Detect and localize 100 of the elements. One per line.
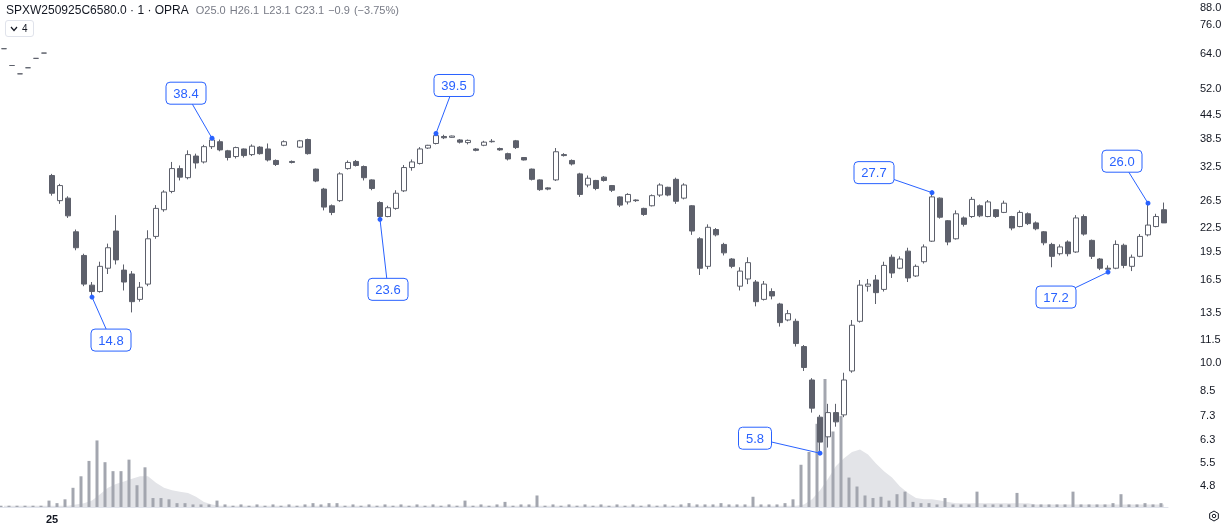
bar xyxy=(1087,504,1091,507)
bar xyxy=(383,504,387,507)
bar xyxy=(135,485,139,507)
candlestick xyxy=(865,278,871,293)
y-tick-label: 32.5 xyxy=(1200,160,1222,172)
candlestick xyxy=(169,161,175,194)
candlestick xyxy=(161,189,167,213)
candlestick xyxy=(649,193,655,207)
bar xyxy=(287,504,291,507)
candlestick xyxy=(681,182,687,200)
bar xyxy=(583,504,587,507)
candlestick xyxy=(841,372,847,418)
bar xyxy=(879,496,883,507)
bar xyxy=(983,504,987,507)
candlestick xyxy=(641,207,647,217)
bar xyxy=(319,504,323,507)
annotation: 17.2 xyxy=(1043,289,1069,305)
candlestick xyxy=(1033,220,1039,231)
annotation: 38.4 xyxy=(173,85,199,101)
bar xyxy=(775,504,779,507)
bar xyxy=(791,499,795,507)
candlestick xyxy=(297,139,303,149)
candlestick xyxy=(737,266,743,291)
candlestick xyxy=(609,184,615,193)
bar xyxy=(743,504,747,507)
bar xyxy=(847,477,851,507)
candlestick xyxy=(617,195,623,208)
candlestick xyxy=(73,229,79,251)
bar xyxy=(943,498,947,507)
y-tick-label: 26.5 xyxy=(1200,194,1222,207)
bar xyxy=(55,503,59,507)
bar xyxy=(1095,504,1099,507)
bar xyxy=(1111,503,1115,507)
candlestick xyxy=(977,203,983,218)
bar xyxy=(1135,504,1139,507)
y-tick-label: 4.8 xyxy=(1200,478,1216,491)
candlestick xyxy=(233,146,239,159)
bar xyxy=(1055,504,1059,507)
bar xyxy=(831,431,835,507)
bar xyxy=(647,504,651,507)
bar xyxy=(71,487,75,507)
bar xyxy=(183,503,187,507)
candlestick xyxy=(673,177,679,205)
y-tick-label: 5.5 xyxy=(1200,456,1216,469)
bar xyxy=(175,503,179,507)
annotation: 5.8 xyxy=(745,430,765,446)
candlestick xyxy=(849,319,855,374)
bar xyxy=(1159,503,1163,507)
bar xyxy=(215,500,219,507)
bar xyxy=(807,451,811,507)
y-tick-label: 6.3 xyxy=(1200,433,1216,446)
bar xyxy=(911,501,915,507)
bar xyxy=(1047,504,1051,507)
bar xyxy=(767,504,771,507)
bar xyxy=(447,504,451,507)
bar xyxy=(151,498,155,507)
bar xyxy=(1071,491,1075,507)
candlestick xyxy=(1049,242,1055,268)
bar xyxy=(327,503,331,507)
bar xyxy=(919,503,923,507)
candlestick xyxy=(769,287,775,300)
bar xyxy=(551,504,555,507)
candlestick xyxy=(105,243,111,275)
y-tick-label: 88.0 xyxy=(1200,0,1222,13)
candlestick xyxy=(657,182,663,198)
bar xyxy=(759,504,763,507)
candlestick xyxy=(217,139,223,152)
candlestick xyxy=(241,148,247,159)
candlestick xyxy=(401,164,407,193)
candlestick xyxy=(353,159,359,168)
candlestick xyxy=(905,247,911,283)
candlestick xyxy=(513,139,519,150)
bar xyxy=(895,494,899,507)
candlestick xyxy=(177,164,183,181)
candlestick xyxy=(1081,213,1087,237)
y-tick-label: 52.0 xyxy=(1200,81,1222,94)
bar xyxy=(695,504,699,507)
bar xyxy=(159,498,163,507)
bar xyxy=(975,491,979,507)
candlestick xyxy=(793,318,799,348)
bar xyxy=(207,504,211,507)
bar xyxy=(351,504,355,507)
candlestick xyxy=(1121,243,1127,269)
y-tick-label: 22.5 xyxy=(1200,221,1222,234)
bar xyxy=(687,503,691,507)
bar xyxy=(399,504,403,507)
candlestick xyxy=(889,254,895,279)
bar xyxy=(311,503,315,507)
candlestick xyxy=(1009,215,1015,231)
candlestick xyxy=(665,186,671,197)
candlestick xyxy=(361,164,367,181)
candlestick xyxy=(121,263,127,291)
candlestick xyxy=(1025,211,1031,226)
candlestick xyxy=(593,179,599,191)
candlestick xyxy=(81,253,87,287)
bar xyxy=(1119,494,1123,507)
candlestick xyxy=(137,281,143,303)
x-tick-label: 25 xyxy=(45,512,59,525)
bar xyxy=(887,500,891,507)
bar xyxy=(239,504,243,507)
